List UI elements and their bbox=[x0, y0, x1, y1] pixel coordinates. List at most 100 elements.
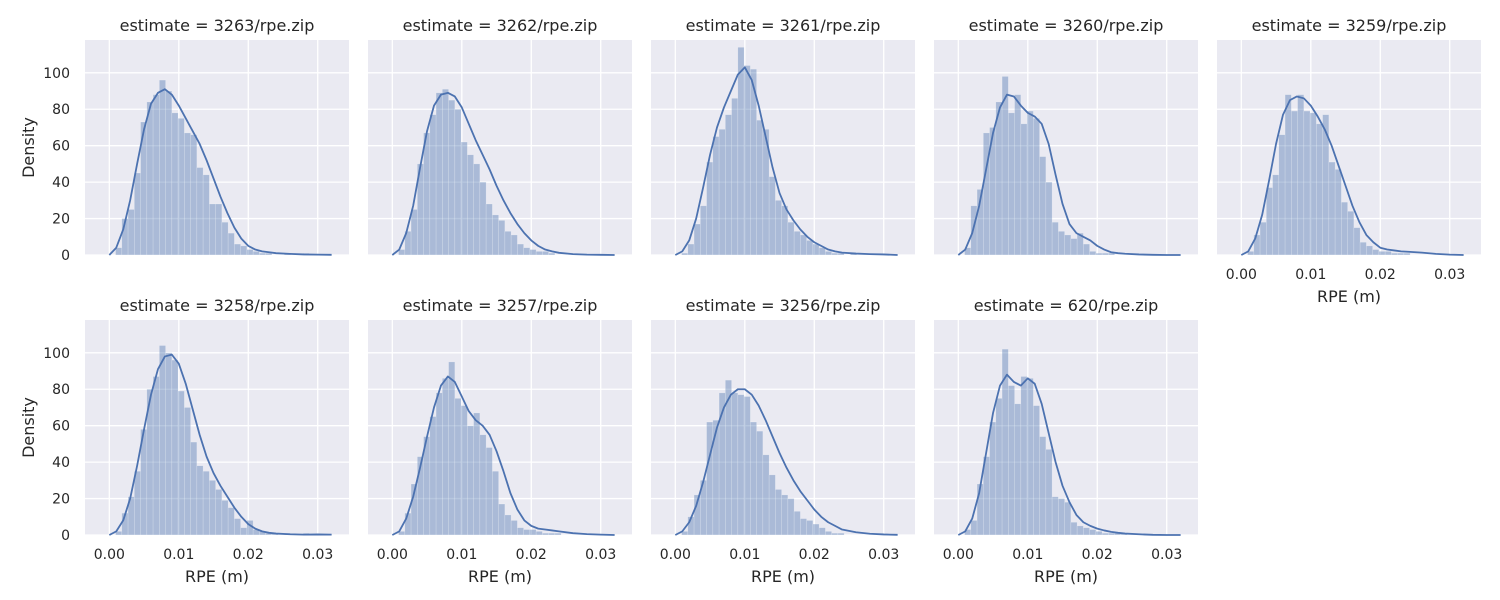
histogram-bar bbox=[165, 352, 173, 536]
histogram-bar bbox=[831, 252, 839, 256]
facet-panel: estimate = 620/rpe.zip 0.00 0.01 0.02 0.03 RP… bbox=[934, 296, 1198, 586]
histogram-bar bbox=[743, 65, 751, 256]
x-tick-label: 0.01 bbox=[446, 547, 477, 563]
histogram-bar bbox=[989, 421, 997, 536]
histogram-bar bbox=[1070, 238, 1078, 256]
histogram-bar bbox=[1014, 94, 1022, 256]
kde-curve bbox=[957, 93, 1181, 256]
histogram-bar bbox=[756, 119, 764, 256]
histogram-bar bbox=[787, 498, 795, 536]
facet-panel: estimate = 3263/rpe.zip 0 20 40 60 80 100 Densi… bbox=[19, 16, 349, 264]
y-tick-label: 40 bbox=[52, 175, 70, 191]
histogram-bar bbox=[252, 251, 260, 256]
y-tick-label: 40 bbox=[52, 455, 70, 471]
histogram-bar bbox=[1070, 521, 1078, 536]
histogram-bar bbox=[510, 520, 518, 536]
histogram-bar bbox=[793, 231, 801, 256]
histogram-bar bbox=[737, 47, 745, 256]
histogram-bar bbox=[687, 243, 695, 256]
panel-title: estimate = 3262/rpe.zip bbox=[403, 16, 598, 35]
histogram-bar bbox=[1391, 252, 1398, 256]
x-axis-label: RPE (m) bbox=[468, 567, 532, 586]
histogram-bar bbox=[171, 112, 179, 256]
histogram-bar bbox=[1266, 187, 1273, 256]
x-axis-label: RPE (m) bbox=[1317, 287, 1381, 306]
histogram-bar bbox=[259, 252, 266, 256]
histogram-bar bbox=[1095, 252, 1103, 256]
histogram-bar bbox=[492, 470, 499, 536]
histogram-bar bbox=[1008, 112, 1015, 256]
histogram-bar bbox=[435, 392, 443, 536]
y-tick-label: 100 bbox=[43, 66, 70, 82]
histogram-bar bbox=[1058, 231, 1065, 256]
histogram-bar bbox=[473, 412, 481, 536]
histogram-bar bbox=[989, 127, 997, 256]
histogram-bar bbox=[693, 223, 701, 256]
facet-panels: estimate = 3263/rpe.zip 0 20 40 60 80 100 Densi… bbox=[19, 16, 1481, 586]
histogram-bar bbox=[983, 132, 990, 256]
panel-title: estimate = 620/rpe.zip bbox=[974, 296, 1159, 315]
histogram-bar bbox=[762, 454, 770, 536]
histogram-bar bbox=[467, 425, 474, 536]
histogram-bar bbox=[442, 88, 449, 256]
kde-curve bbox=[957, 373, 1181, 536]
y-tick-label: 20 bbox=[52, 212, 70, 228]
histogram-bar bbox=[1322, 114, 1330, 256]
histogram-bar bbox=[184, 132, 191, 256]
histogram-bar bbox=[517, 243, 524, 256]
histogram-bar bbox=[731, 392, 739, 536]
kde-curve bbox=[391, 91, 615, 256]
histogram-bar bbox=[240, 245, 248, 256]
histogram-bar bbox=[681, 252, 689, 256]
panel-title: estimate = 3257/rpe.zip bbox=[403, 296, 598, 315]
y-tick-label: 20 bbox=[52, 492, 70, 508]
histogram-bar bbox=[706, 421, 714, 536]
y-tick-label: 100 bbox=[43, 346, 70, 362]
x-tick-label: 0.02 bbox=[1365, 267, 1396, 283]
histogram-bar bbox=[1259, 221, 1267, 256]
histogram-bar bbox=[398, 249, 406, 256]
histogram-bar bbox=[410, 483, 418, 536]
histogram-bar bbox=[529, 249, 537, 256]
panel-title: estimate = 3263/rpe.zip bbox=[120, 16, 315, 35]
histogram-bar bbox=[209, 203, 216, 256]
histogram-bar bbox=[693, 494, 701, 536]
histogram-bar bbox=[825, 531, 832, 536]
histogram-bar bbox=[995, 101, 1003, 256]
histogram-bar bbox=[554, 532, 562, 536]
x-tick-label: 0.00 bbox=[1226, 267, 1257, 283]
kde-curve bbox=[674, 388, 898, 536]
histogram-bar bbox=[504, 514, 512, 536]
histogram-bar bbox=[1353, 227, 1361, 256]
histogram-bar bbox=[712, 419, 720, 536]
x-axis-label: RPE (m) bbox=[185, 567, 249, 586]
histogram-bar bbox=[768, 176, 776, 256]
y-tick-label: 60 bbox=[52, 419, 70, 435]
x-tick-label: 0.01 bbox=[1012, 547, 1043, 563]
histogram-bar bbox=[159, 345, 166, 536]
histogram-bar bbox=[448, 99, 456, 256]
histogram-bar bbox=[442, 378, 449, 536]
histogram-bar bbox=[793, 511, 801, 536]
histogram-bar bbox=[1403, 252, 1411, 256]
histogram-bar bbox=[781, 494, 789, 536]
histogram-bar bbox=[781, 205, 789, 256]
histogram-bar bbox=[1045, 181, 1053, 256]
histogram-bar bbox=[202, 174, 210, 256]
histogram-bar bbox=[712, 136, 720, 256]
histogram-bar bbox=[806, 240, 814, 256]
histogram-bar bbox=[837, 532, 845, 536]
histogram-bar bbox=[1045, 449, 1053, 536]
histogram-bar bbox=[227, 507, 235, 536]
histogram-bar bbox=[196, 167, 204, 256]
histogram-bar bbox=[1064, 501, 1072, 536]
x-tick-label: 0.00 bbox=[660, 547, 691, 563]
histogram-bar bbox=[706, 161, 714, 256]
histogram-bar bbox=[140, 121, 148, 256]
histogram-bar bbox=[1359, 241, 1367, 256]
x-tick-label: 0.03 bbox=[1434, 267, 1465, 283]
histogram-bar bbox=[134, 470, 141, 536]
histogram-bar bbox=[548, 252, 556, 256]
y-tick-label: 80 bbox=[52, 382, 70, 398]
histogram-bar bbox=[184, 407, 191, 536]
